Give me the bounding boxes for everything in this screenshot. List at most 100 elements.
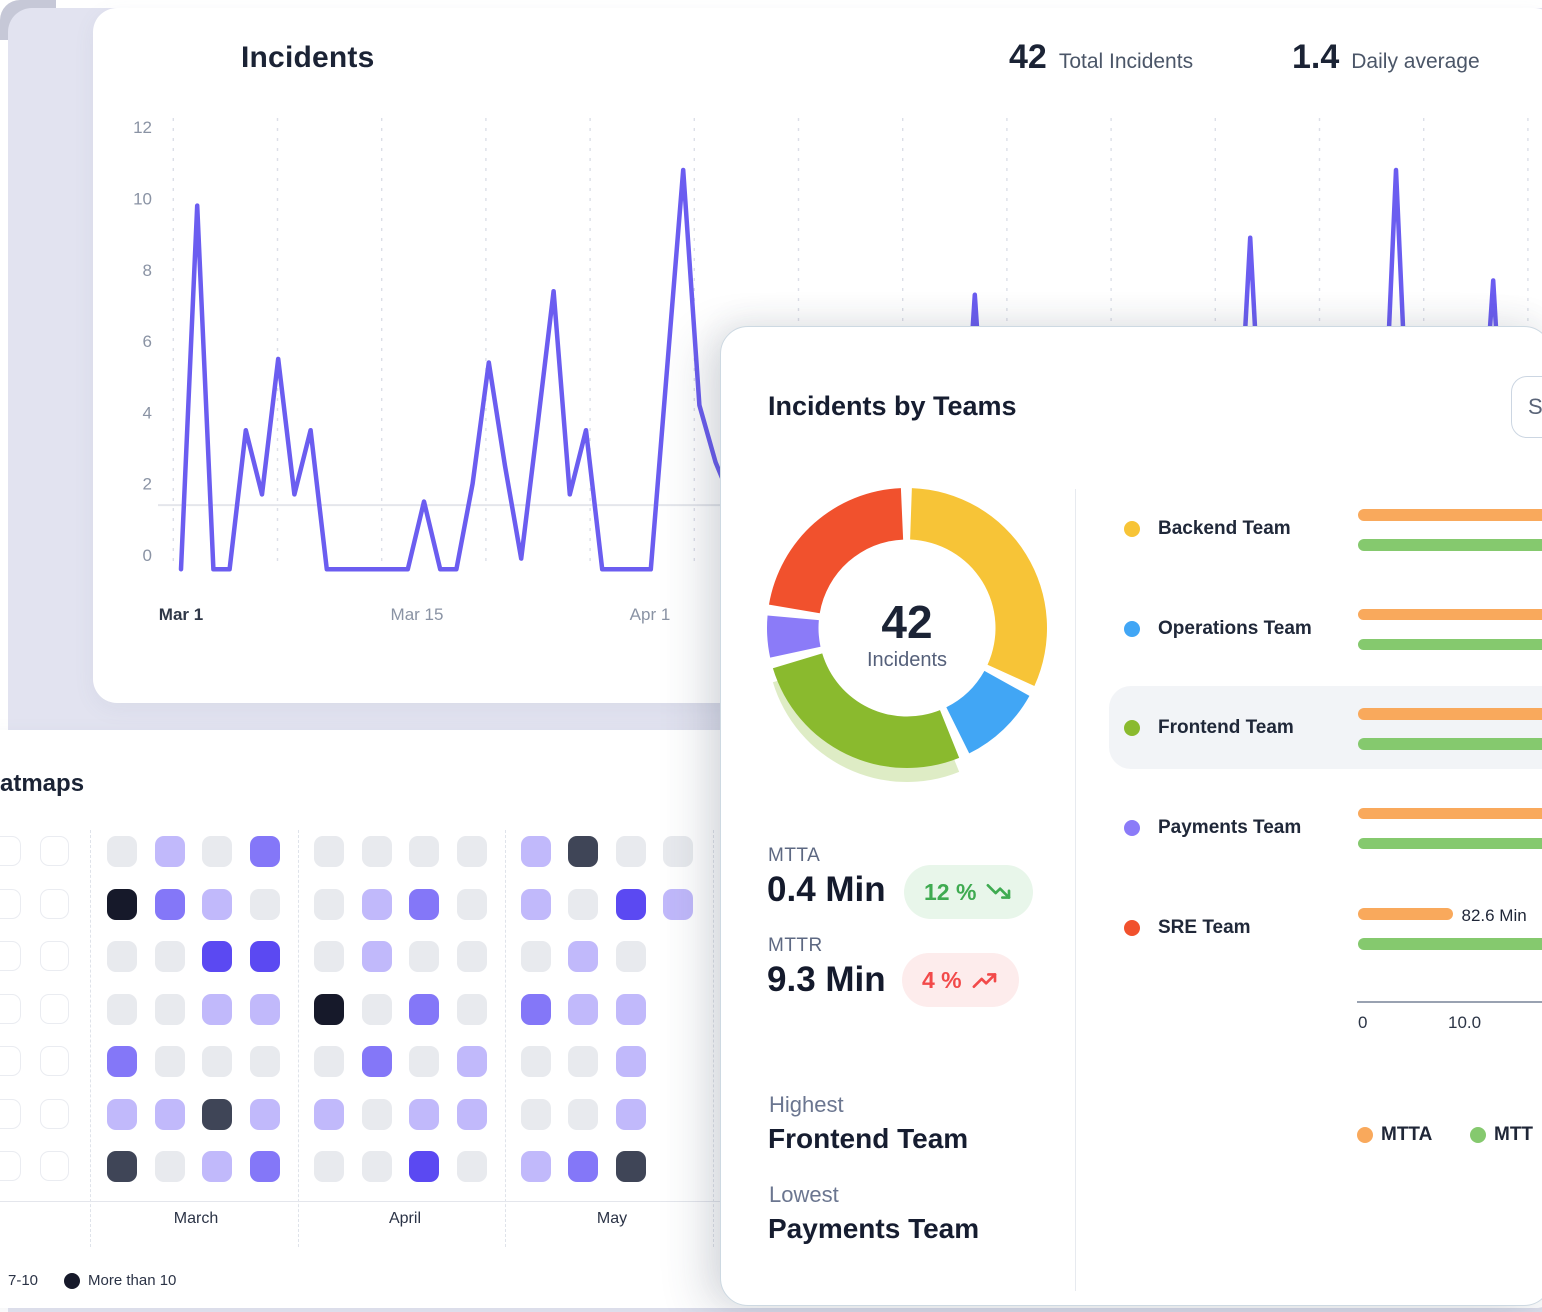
heatmap-cell[interactable]	[615, 836, 646, 867]
heatmap-cell[interactable]	[568, 1151, 598, 1182]
heatmap-cell[interactable]	[40, 888, 69, 919]
team-row[interactable]: SRE Team	[1124, 917, 1251, 939]
heatmap-cell[interactable]	[154, 836, 185, 867]
heatmap-cell[interactable]	[409, 836, 439, 867]
heatmap-cell[interactable]	[568, 1046, 598, 1077]
heatmap-cell[interactable]	[361, 941, 392, 972]
heatmap-cell[interactable]	[202, 1098, 232, 1130]
heatmap-cell[interactable]	[568, 836, 598, 867]
heatmap-cell[interactable]	[154, 1046, 185, 1077]
heatmap-cell[interactable]	[107, 993, 137, 1025]
heatmap-cell[interactable]	[249, 1151, 280, 1182]
heatmap-cell[interactable]	[409, 941, 439, 972]
heatmap-cell[interactable]	[361, 888, 392, 920]
team-row[interactable]: Operations Team	[1124, 618, 1312, 640]
heatmap-cell[interactable]	[456, 1151, 487, 1182]
heatmap-cell[interactable]	[0, 888, 21, 919]
heatmap-cell[interactable]	[568, 1098, 598, 1130]
heatmap-cell[interactable]	[456, 1098, 487, 1130]
heatmap-cell[interactable]	[249, 993, 280, 1025]
heatmap-cell[interactable]	[456, 1046, 487, 1077]
heatmap-cell[interactable]	[107, 1046, 137, 1077]
heatmap-cell[interactable]	[361, 1046, 392, 1077]
heatmap-cell[interactable]	[40, 836, 69, 866]
heatmap-cell[interactable]	[314, 993, 344, 1025]
heatmap-cell[interactable]	[249, 941, 280, 972]
heatmap-cell[interactable]	[568, 941, 598, 972]
heatmap-cell[interactable]	[202, 941, 232, 972]
heatmap-cell[interactable]	[615, 993, 646, 1025]
heatmap-cell[interactable]	[361, 1098, 392, 1130]
heatmap-cell[interactable]	[40, 993, 69, 1024]
heatmap-cell[interactable]	[409, 993, 439, 1025]
heatmap-cell[interactable]	[0, 836, 21, 866]
heatmap-cell[interactable]	[409, 1098, 439, 1130]
heatmap-cell[interactable]	[0, 1046, 21, 1076]
heatmap-cell[interactable]	[107, 836, 137, 867]
heatmap-cell[interactable]	[456, 888, 487, 920]
heatmap-cell[interactable]	[520, 941, 551, 972]
heatmap-cell[interactable]	[520, 1151, 551, 1182]
heatmap-cell[interactable]	[202, 836, 232, 867]
heatmap-cell[interactable]	[615, 1151, 646, 1182]
heatmap-cell[interactable]	[0, 1098, 21, 1129]
heatmap-cell[interactable]	[0, 1151, 21, 1181]
heatmap-cell[interactable]	[249, 836, 280, 867]
heatmap-cell[interactable]	[107, 888, 137, 920]
heatmap-cell[interactable]	[314, 941, 344, 972]
heatmap-cell[interactable]	[615, 941, 646, 972]
heatmap-cell[interactable]	[40, 1098, 69, 1129]
heatmap-cell[interactable]	[107, 1151, 137, 1182]
heatmap-cell[interactable]	[107, 941, 137, 972]
heatmap-cell[interactable]	[40, 941, 69, 971]
heatmap-cell[interactable]	[663, 888, 693, 920]
teams-card-action-button[interactable]: S	[1511, 376, 1542, 438]
heatmap-cell[interactable]	[409, 1046, 439, 1077]
heatmap-cell[interactable]	[107, 1098, 137, 1130]
heatmap-cell[interactable]	[615, 1098, 646, 1130]
heatmap-cell[interactable]	[154, 1151, 185, 1182]
heatmap-cell[interactable]	[154, 941, 185, 972]
heatmap-cell[interactable]	[456, 836, 487, 867]
heatmap-cell[interactable]	[249, 888, 280, 920]
heatmap-cell[interactable]	[568, 888, 598, 920]
heatmap-cell[interactable]	[361, 1151, 392, 1182]
donut-segment-sre-team[interactable]	[768, 488, 904, 614]
heatmap-cell[interactable]	[314, 1046, 344, 1077]
heatmap-cell[interactable]	[314, 1151, 344, 1182]
heatmap-cell[interactable]	[663, 836, 693, 867]
heatmap-cell[interactable]	[249, 1046, 280, 1077]
heatmap-cell[interactable]	[520, 1046, 551, 1077]
heatmap-cell[interactable]	[520, 836, 551, 867]
team-row[interactable]: Frontend Team	[1124, 717, 1294, 739]
heatmap-cell[interactable]	[314, 836, 344, 867]
heatmap-cell[interactable]	[456, 941, 487, 972]
incidents-donut-chart[interactable]	[747, 468, 1067, 788]
heatmap-cell[interactable]	[409, 888, 439, 920]
heatmap-cell[interactable]	[456, 993, 487, 1025]
heatmap-cell[interactable]	[154, 993, 185, 1025]
donut-segment-operations-team[interactable]	[946, 670, 1030, 754]
heatmap-cell[interactable]	[202, 888, 232, 920]
heatmap-cell[interactable]	[361, 836, 392, 867]
heatmap-cell[interactable]	[0, 941, 21, 971]
donut-segment-frontend-team[interactable]	[772, 653, 960, 768]
heatmap-cell[interactable]	[409, 1151, 439, 1182]
heatmap-cell[interactable]	[568, 993, 598, 1025]
heatmap-cell[interactable]	[520, 1098, 551, 1130]
heatmap-cell[interactable]	[249, 1098, 280, 1130]
heatmap-cell[interactable]	[520, 993, 551, 1025]
heatmap-cell[interactable]	[520, 888, 551, 920]
heatmap-cell[interactable]	[0, 993, 21, 1024]
heatmap-cell[interactable]	[154, 1098, 185, 1130]
heatmap-cell[interactable]	[40, 1046, 69, 1076]
heatmap-cell[interactable]	[154, 888, 185, 920]
heatmap-cell[interactable]	[361, 993, 392, 1025]
heatmap-cell[interactable]	[40, 1151, 69, 1181]
heatmap-cell[interactable]	[314, 888, 344, 920]
donut-segment-backend-team[interactable]	[910, 488, 1047, 687]
heatmap-cell[interactable]	[202, 993, 232, 1025]
team-row[interactable]: Payments Team	[1124, 817, 1301, 839]
heatmap-cell[interactable]	[314, 1098, 344, 1130]
heatmap-cell[interactable]	[615, 1046, 646, 1077]
